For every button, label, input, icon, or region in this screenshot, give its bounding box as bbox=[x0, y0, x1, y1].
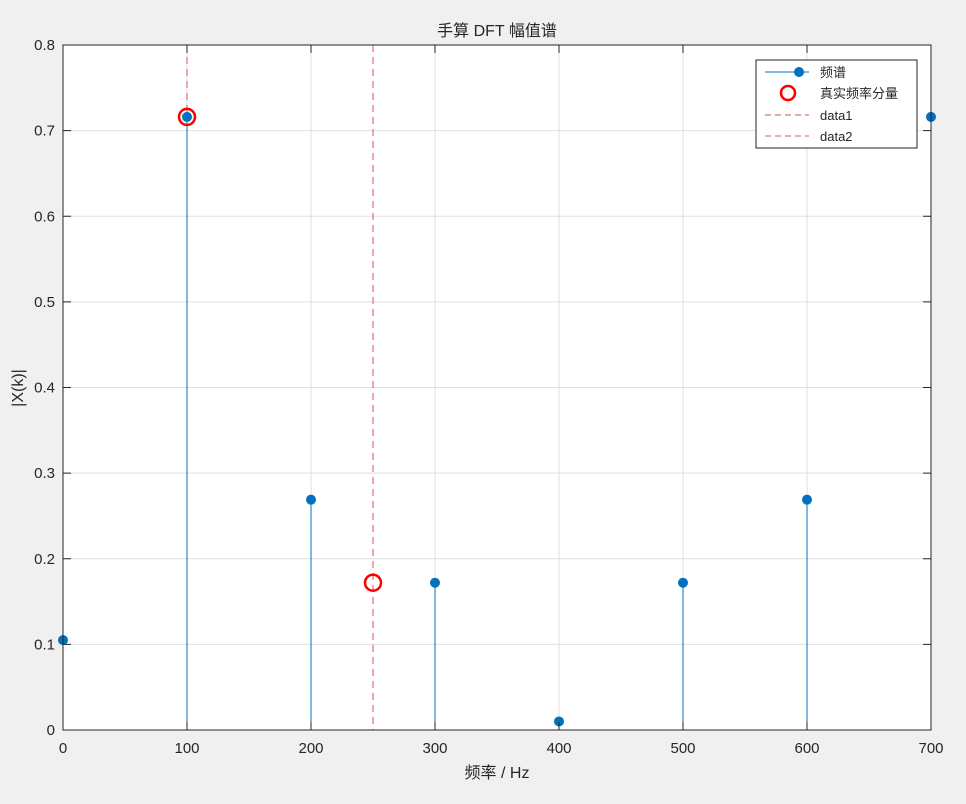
legend-marker-spectrum bbox=[794, 67, 804, 77]
y-tick-label: 0.2 bbox=[34, 551, 55, 568]
legend-label-data1: data1 bbox=[820, 108, 853, 123]
x-tick-label: 400 bbox=[546, 740, 571, 757]
stem-point bbox=[306, 494, 316, 505]
legend-entry-true-frequency: 真实频率分量 bbox=[779, 84, 898, 102]
legend-label-spectrum: 频谱 bbox=[820, 65, 846, 80]
legend-box bbox=[755, 59, 918, 149]
y-tick-label: 0 bbox=[47, 722, 55, 739]
x-axis-label: 频率 / Hz bbox=[465, 764, 530, 782]
x-tick-label: 700 bbox=[918, 740, 943, 757]
stem-point bbox=[430, 577, 440, 588]
y-tick-label: 0.3 bbox=[34, 465, 55, 482]
legend-label-data2: data2 bbox=[820, 129, 853, 144]
true-frequency-marker bbox=[363, 573, 383, 592]
axis-ticks bbox=[62, 44, 932, 731]
chart-title: 手算 DFT 幅值谱 bbox=[437, 21, 557, 40]
legend-label-true-frequency: 真实频率分量 bbox=[820, 86, 898, 101]
x-tick-label: 200 bbox=[298, 740, 323, 757]
legend-entry-spectrum: 频谱 bbox=[765, 65, 846, 80]
x-tick-labels: 0 100 200 300 400 500 600 700 bbox=[59, 740, 944, 757]
true-frequency-marker bbox=[177, 107, 197, 127]
legend: 频谱 真实频率分量 data1 data2 bbox=[755, 59, 918, 149]
stem-point bbox=[802, 494, 812, 505]
true-frequency-markers bbox=[177, 107, 383, 592]
x-tick-label: 300 bbox=[422, 740, 447, 757]
x-tick-label: 600 bbox=[794, 740, 819, 757]
y-tick-label: 0.7 bbox=[34, 123, 55, 140]
y-axis-label: |X(k)| bbox=[10, 369, 27, 407]
legend-entry-data2: data2 bbox=[765, 129, 853, 144]
x-tick-label: 0 bbox=[59, 740, 67, 757]
y-tick-label: 0.8 bbox=[34, 37, 55, 54]
stem-point bbox=[678, 577, 688, 588]
x-tick-label: 100 bbox=[174, 740, 199, 757]
stem-point bbox=[182, 111, 192, 122]
legend-entry-data1: data1 bbox=[765, 108, 853, 123]
y-tick-labels: 0 0.1 0.2 0.3 0.4 0.5 0.6 0.7 0.8 bbox=[34, 37, 55, 739]
stem-point bbox=[554, 716, 564, 727]
legend-marker-true-frequency bbox=[779, 84, 797, 102]
y-tick-label: 0.6 bbox=[34, 208, 55, 225]
y-tick-label: 0.4 bbox=[34, 380, 55, 397]
x-tick-label: 500 bbox=[670, 740, 695, 757]
y-tick-label: 0.1 bbox=[34, 636, 55, 653]
y-tick-label: 0.5 bbox=[34, 294, 55, 311]
